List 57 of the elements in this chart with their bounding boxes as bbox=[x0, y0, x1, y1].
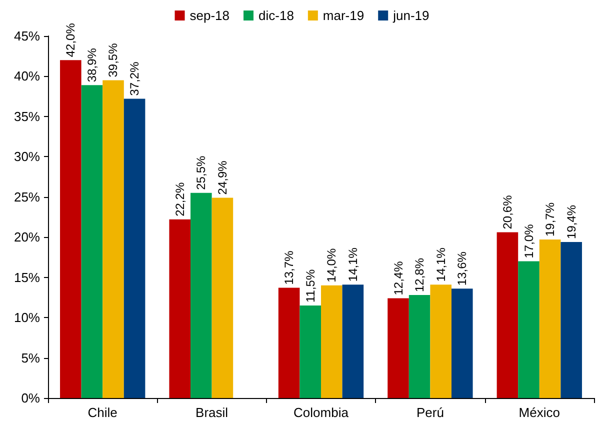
y-tick-label: 30% bbox=[14, 149, 40, 164]
x-tick-label: Chile bbox=[88, 405, 118, 420]
legend-label: dic-18 bbox=[258, 8, 294, 23]
data-label: 37,2% bbox=[128, 61, 142, 96]
bar bbox=[278, 288, 300, 398]
data-label: 11,5% bbox=[303, 269, 318, 302]
bar bbox=[81, 85, 103, 398]
y-tick-label: 0% bbox=[21, 390, 40, 406]
bar bbox=[60, 60, 82, 398]
data-label: 20,6% bbox=[500, 194, 514, 230]
data-label: 25,5% bbox=[194, 156, 208, 190]
bar bbox=[539, 240, 561, 398]
x-tick-label: Brasil bbox=[196, 405, 228, 420]
legend-label: jun-19 bbox=[392, 8, 430, 23]
data-label: 38,9% bbox=[84, 48, 99, 82]
x-tick-label: México bbox=[518, 405, 560, 420]
data-label: 42,0% bbox=[64, 22, 78, 58]
bar bbox=[124, 98, 146, 398]
data-label: 39,5% bbox=[106, 42, 120, 78]
bar bbox=[496, 232, 518, 398]
bar bbox=[560, 242, 582, 398]
data-label: 17,0% bbox=[522, 224, 536, 258]
data-label: 12,8% bbox=[412, 258, 427, 292]
data-label: 19,4% bbox=[564, 204, 578, 239]
data-label: 13,6% bbox=[455, 251, 470, 286]
bar bbox=[388, 298, 409, 398]
legend-label: mar-19 bbox=[322, 8, 364, 23]
bar bbox=[451, 288, 473, 398]
data-label: 14,0% bbox=[324, 248, 339, 282]
data-label: 22,2% bbox=[172, 182, 187, 216]
y-tick-label: 5% bbox=[21, 350, 40, 366]
bar bbox=[321, 285, 342, 398]
bar bbox=[102, 80, 124, 398]
y-tick-label: 25% bbox=[14, 189, 40, 204]
data-label: 14,1% bbox=[346, 247, 360, 282]
legend-label: sep-18 bbox=[190, 8, 230, 23]
x-tick-label: Perú bbox=[416, 405, 444, 420]
y-tick-label: 20% bbox=[14, 230, 40, 245]
data-label: 24,9% bbox=[215, 160, 230, 195]
bar bbox=[190, 192, 212, 398]
bar bbox=[342, 284, 364, 398]
data-label: 12,4% bbox=[391, 260, 406, 296]
bar bbox=[212, 198, 234, 398]
y-tick-label: 40% bbox=[14, 68, 40, 84]
data-label: 14,1% bbox=[434, 247, 448, 282]
data-label: 19,7% bbox=[543, 202, 558, 237]
bar bbox=[169, 219, 191, 398]
y-tick-label: 15% bbox=[14, 270, 40, 285]
bar bbox=[430, 284, 452, 398]
bar bbox=[408, 295, 430, 398]
bar bbox=[518, 261, 540, 398]
y-tick-label: 35% bbox=[14, 108, 40, 124]
y-tick-label: 10% bbox=[14, 310, 40, 326]
x-tick-label: Colombia bbox=[294, 405, 350, 420]
y-tick-label: 45% bbox=[14, 28, 40, 44]
data-label: 13,7% bbox=[282, 250, 296, 285]
bar bbox=[300, 305, 321, 398]
